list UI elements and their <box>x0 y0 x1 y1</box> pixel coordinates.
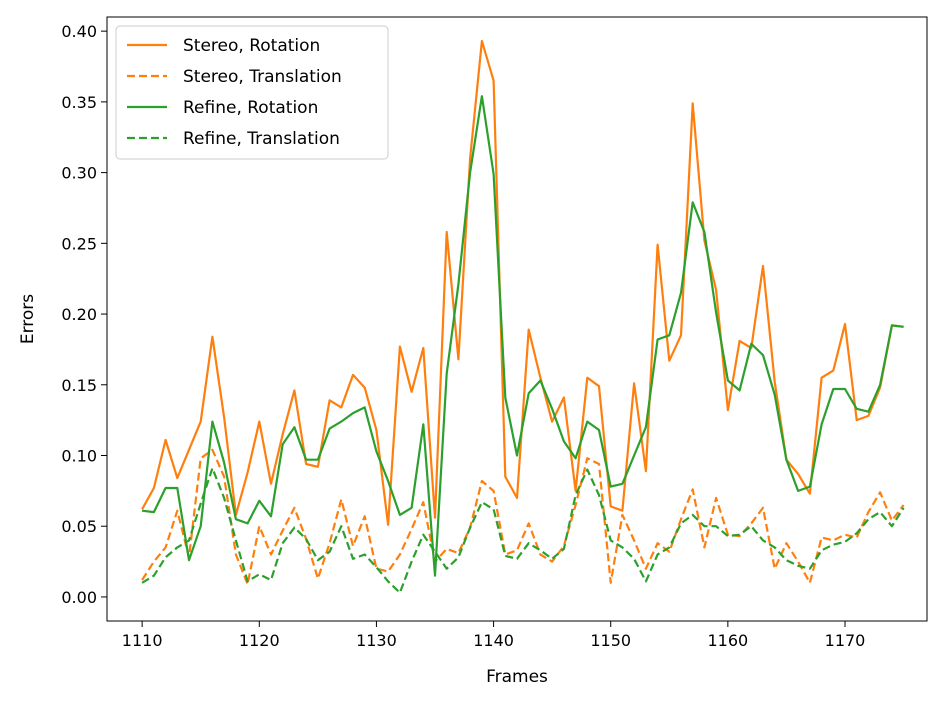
series-line-stereo-translation <box>141 448 905 586</box>
plot-area <box>106 16 928 622</box>
x-tick-label: 1110 <box>122 631 163 650</box>
x-axis: 1110 1120 1130 1140 1150 1160 1170 <box>122 621 866 650</box>
series-line-refine-translation <box>141 467 905 594</box>
y-tick-label: 0.00 <box>61 588 97 607</box>
series-layer <box>141 39 905 594</box>
x-tick-label: 1130 <box>356 631 397 650</box>
y-axis-label: Errors <box>18 294 38 344</box>
legend-box <box>115 25 389 160</box>
legend-label-stereo-rotation: Stereo, Rotation <box>183 36 320 56</box>
y-tick-label: 0.40 <box>61 22 97 41</box>
legend-label-stereo-translation: Stereo, Translation <box>183 67 342 87</box>
x-tick-label: 1150 <box>590 631 631 650</box>
y-tick-label: 0.10 <box>61 447 97 466</box>
y-tick-label: 0.20 <box>61 305 97 324</box>
legend-label-refine-translation: Refine, Translation <box>183 129 340 149</box>
x-tick-label: 1140 <box>473 631 514 650</box>
legend: Stereo, Rotation Stereo, Translation Refin… <box>115 25 389 160</box>
legend-label-refine-rotation: Refine, Rotation <box>183 98 318 118</box>
y-tick-label: 0.05 <box>61 517 97 536</box>
axes-frame <box>106 16 928 622</box>
y-tick-label: 0.30 <box>61 164 97 183</box>
y-tick-label: 0.15 <box>61 376 97 395</box>
series-line-stereo-rotation <box>141 39 904 526</box>
x-tick-label: 1120 <box>239 631 280 650</box>
x-tick-label: 1170 <box>825 631 866 650</box>
x-axis-label: Frames <box>486 667 548 687</box>
y-axis: 0.00 0.05 0.10 0.15 0.20 0.25 0.30 0.35 0.40 <box>61 22 107 607</box>
x-tick-label: 1160 <box>707 631 748 650</box>
y-tick-label: 0.35 <box>61 93 97 112</box>
series-line-refine-rotation <box>141 95 904 577</box>
y-tick-label: 0.25 <box>61 234 97 253</box>
